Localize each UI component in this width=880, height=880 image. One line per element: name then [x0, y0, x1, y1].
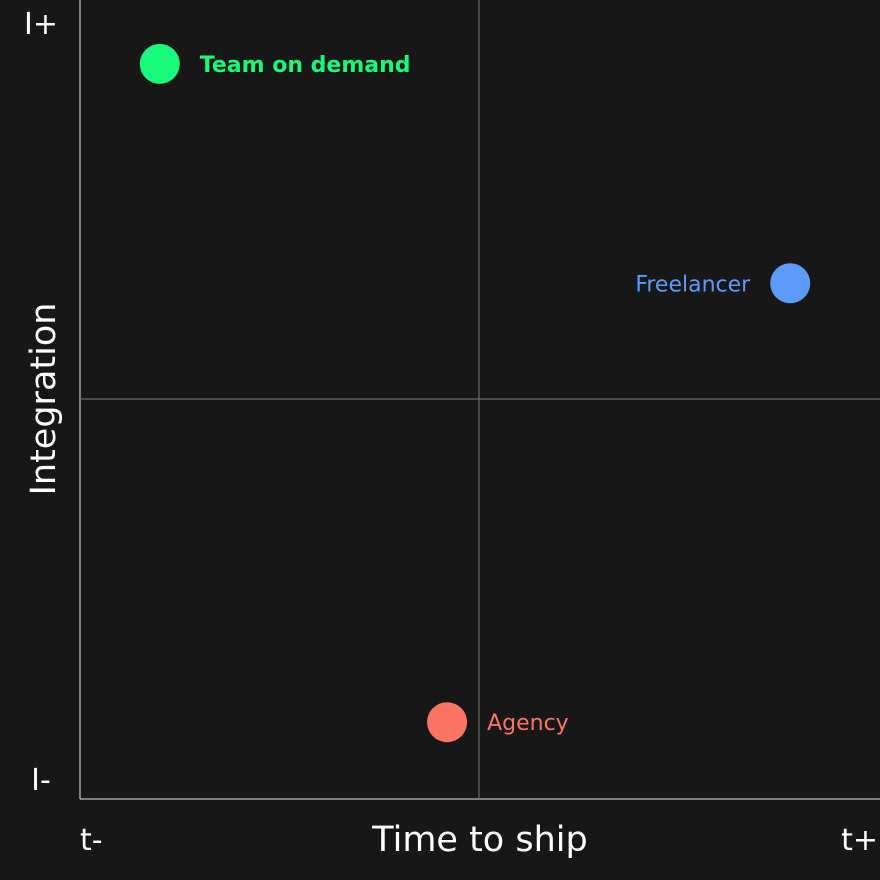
y-max-label: I+: [24, 7, 58, 42]
x-max-label: t+: [841, 823, 878, 858]
point-freelancer: [770, 263, 811, 304]
point-label-agency: Agency: [487, 711, 569, 736]
point-label-team-on-demand: Team on demand: [200, 53, 411, 78]
y-axis-title: Integration: [24, 303, 64, 496]
x-min-label: t-: [80, 823, 103, 858]
y-min-label: I-: [31, 763, 51, 798]
x-axis-title: Time to ship: [371, 820, 587, 860]
point-team-on-demand: [139, 43, 180, 84]
data-points: Team on demand Freelancer Agency: [139, 43, 811, 743]
point-agency: [427, 702, 468, 743]
point-label-freelancer: Freelancer: [635, 272, 751, 297]
